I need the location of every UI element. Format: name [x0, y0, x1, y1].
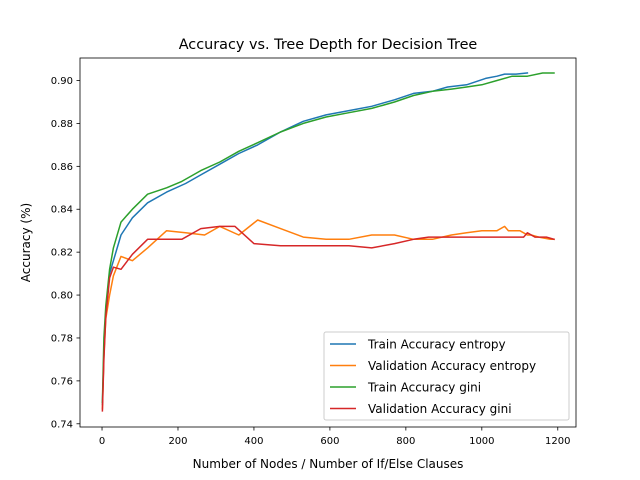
y-tick-label: 0.90: [51, 76, 73, 87]
y-tick-label: 0.82: [51, 248, 73, 259]
legend: Train Accuracy entropy Validation Accurac…: [323, 331, 570, 421]
y-tick-label: 0.74: [51, 419, 73, 430]
y-axis-label: Accuracy (%): [19, 203, 33, 282]
x-axis-label: Number of Nodes / Number of If/Else Clau…: [193, 457, 464, 471]
series-line-train-accuracy-gini: [101, 72, 555, 404]
series-layer: [101, 72, 555, 412]
series-line-validation-accuracy-gini: [101, 225, 555, 412]
x-axis-ticks: 0 200 400 600 800 1000 1200: [99, 427, 570, 447]
x-tick-label: 0: [99, 436, 105, 447]
legend-label-validation-accuracy-gini: Validation Accuracy gini: [368, 402, 512, 416]
legend-label-train-accuracy-gini: Train Accuracy gini: [367, 381, 481, 395]
y-tick-label: 0.84: [51, 205, 73, 216]
y-axis-ticks: 0.74 0.76 0.78 0.80 0.82 0.84 0.86 0.88 0.90: [51, 76, 80, 430]
y-tick-label: 0.80: [51, 291, 73, 302]
plot-frame: [79, 57, 577, 428]
legend-label-train-accuracy-entropy: Train Accuracy entropy: [367, 338, 506, 352]
y-tick-label: 0.88: [51, 119, 73, 130]
x-tick-label: 800: [396, 436, 415, 447]
y-tick-label: 0.76: [51, 376, 73, 387]
x-tick-label: 400: [244, 436, 263, 447]
chart-title: Accuracy vs. Tree Depth for Decision Tre…: [179, 37, 478, 53]
y-tick-label: 0.86: [51, 162, 73, 173]
x-tick-label: 200: [168, 436, 187, 447]
x-tick-label: 600: [320, 436, 339, 447]
legend-label-validation-accuracy-entropy: Validation Accuracy entropy: [368, 359, 536, 373]
x-tick-label: 1200: [545, 436, 570, 447]
y-tick-label: 0.78: [51, 333, 73, 344]
legend-box: [323, 331, 570, 421]
x-tick-label: 1000: [469, 436, 494, 447]
